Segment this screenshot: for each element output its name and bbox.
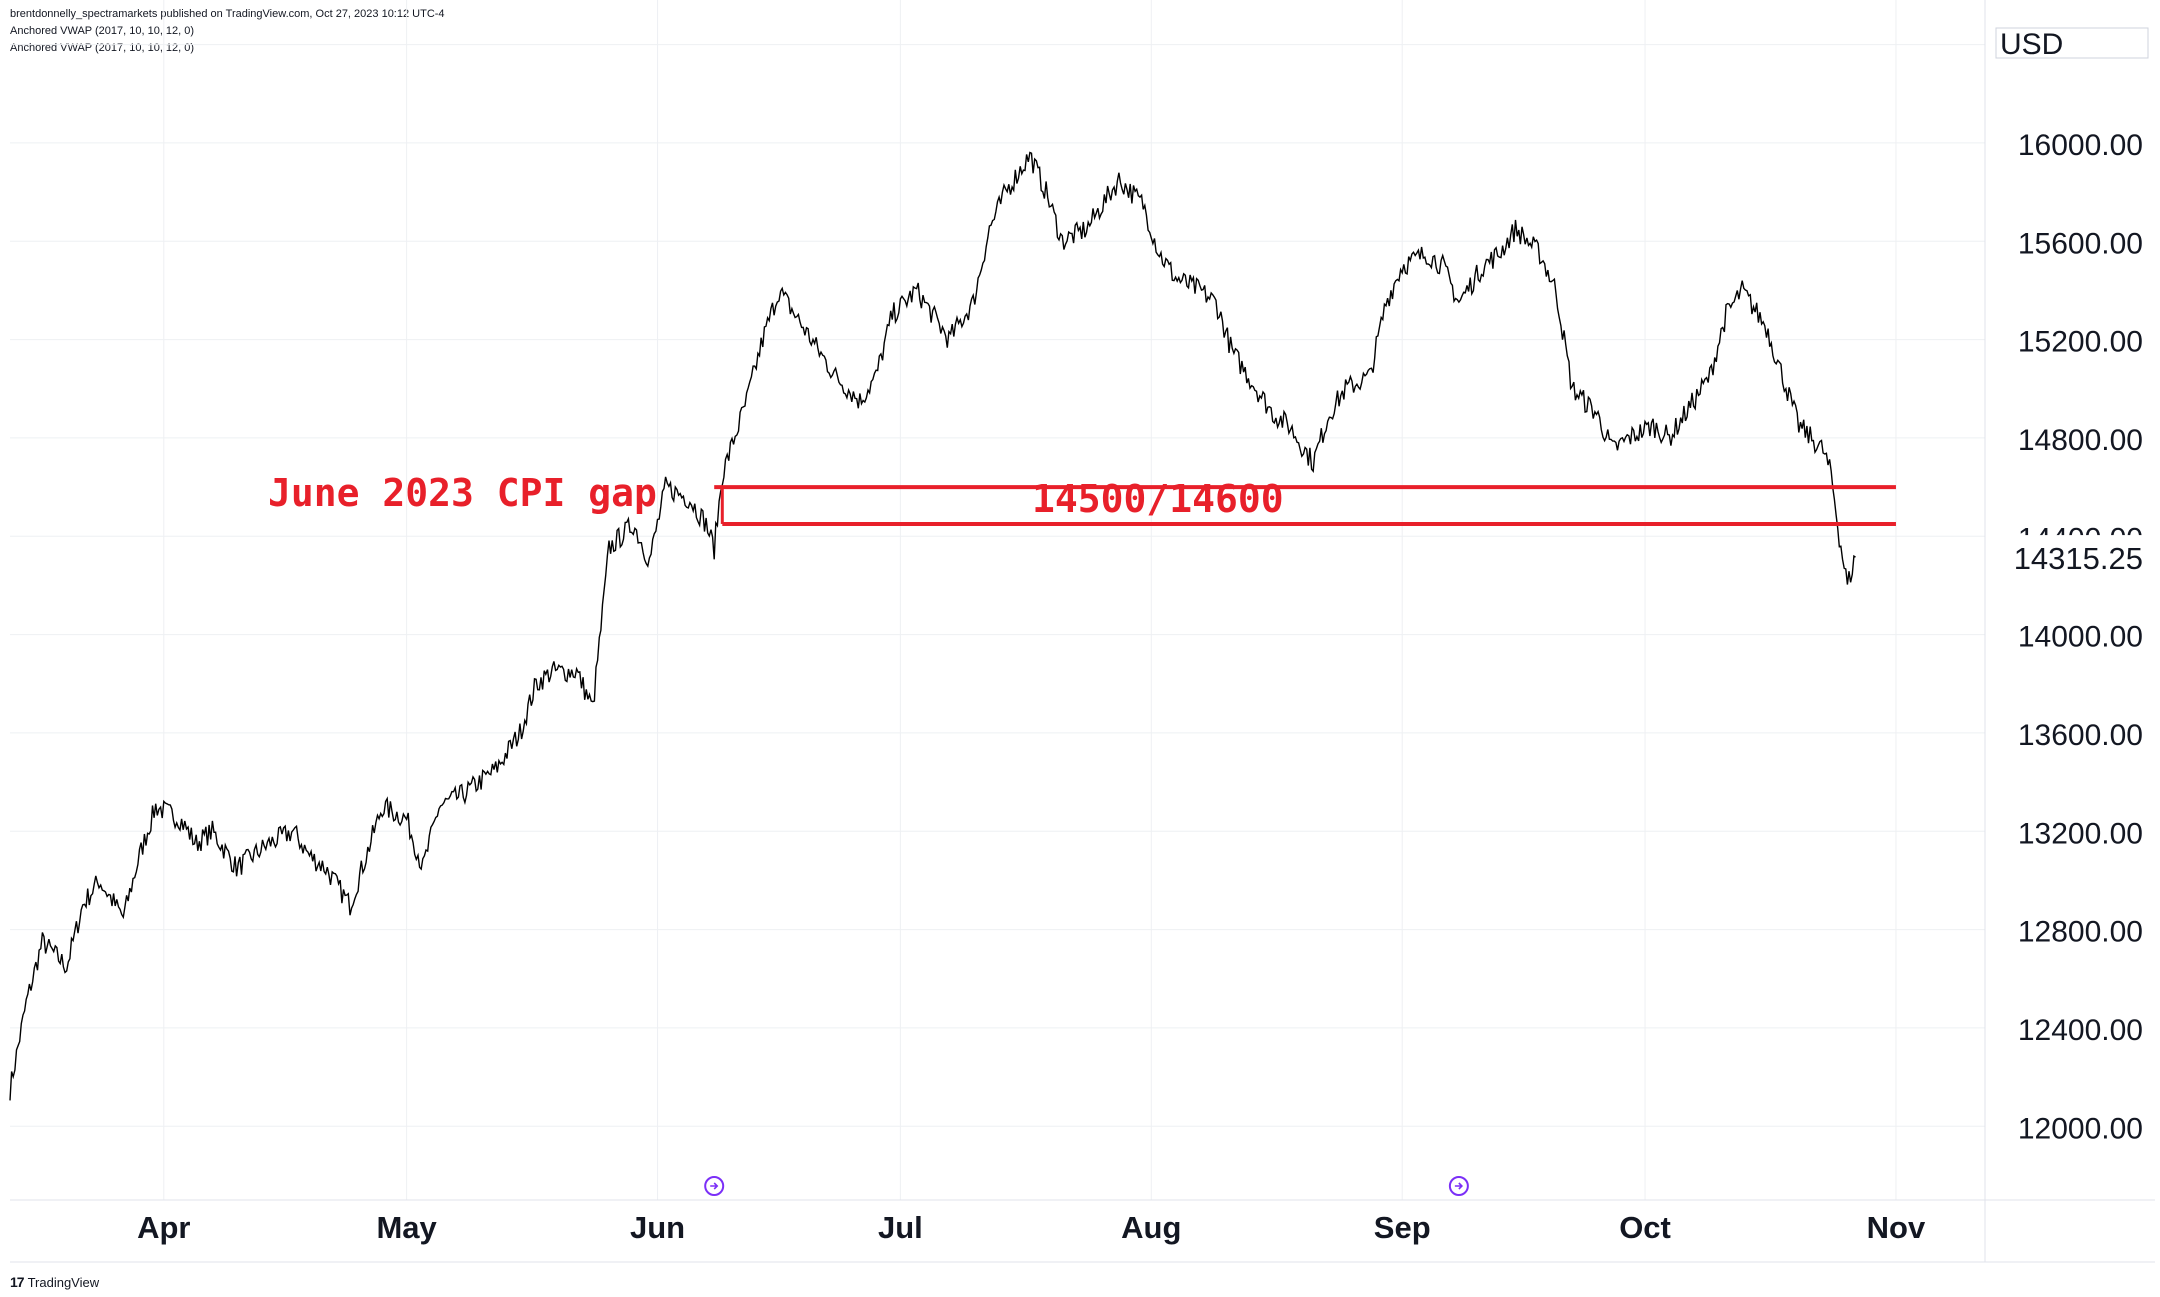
- event-marker-arrow-icon: [1454, 1182, 1464, 1190]
- x-tick-label: May: [376, 1210, 437, 1245]
- tradingview-logo-icon: 17: [10, 1274, 25, 1290]
- x-tick-label: Jun: [630, 1210, 685, 1245]
- last-price-box: [1992, 535, 2152, 580]
- y-tick-label: 12800.00: [2018, 916, 2143, 949]
- annotation-level: 14500/14600: [1032, 477, 1284, 521]
- y-tick-label: 15200.00: [2018, 326, 2143, 359]
- last-price-label: 14315.25: [2014, 541, 2143, 576]
- x-tick-label: Oct: [1619, 1210, 1671, 1245]
- x-tick-label: Aug: [1121, 1210, 1181, 1245]
- x-tick-label: Apr: [137, 1210, 190, 1245]
- y-tick-label: 13600.00: [2018, 719, 2143, 752]
- tradingview-logo[interactable]: 17 TradingView: [10, 1274, 99, 1290]
- y-tick-label: 12000.00: [2018, 1112, 2143, 1145]
- price-series-line: [9, 151, 1856, 1101]
- y-tick-label: 14000.00: [2018, 621, 2143, 654]
- y-tick-label: 15600.00: [2018, 227, 2143, 260]
- currency-box: [1995, 27, 2149, 59]
- annotation-cpi-gap: June 2023 CPI gap: [268, 471, 657, 515]
- published-caption: brentdonnelly_spectramarkets published o…: [10, 8, 445, 20]
- x-tick-label: Sep: [1374, 1210, 1431, 1245]
- y-tick-label: 12400.00: [2018, 1014, 2143, 1047]
- y-tick-label: 16000.00: [2018, 129, 2143, 162]
- indicator-label-1[interactable]: Anchored VWAP (2017, 10, 10, 12, 0): [10, 25, 195, 37]
- y-tick-label: 14800.00: [2018, 424, 2143, 457]
- currency-label: USD: [2000, 28, 2063, 61]
- y-tick-label: 13200.00: [2018, 817, 2143, 850]
- x-tick-label: Nov: [1867, 1210, 1926, 1245]
- tradingview-logo-text: TradingView: [27, 1274, 100, 1290]
- x-tick-label: Jul: [878, 1210, 923, 1245]
- event-marker-arrow-icon: [710, 1182, 719, 1190]
